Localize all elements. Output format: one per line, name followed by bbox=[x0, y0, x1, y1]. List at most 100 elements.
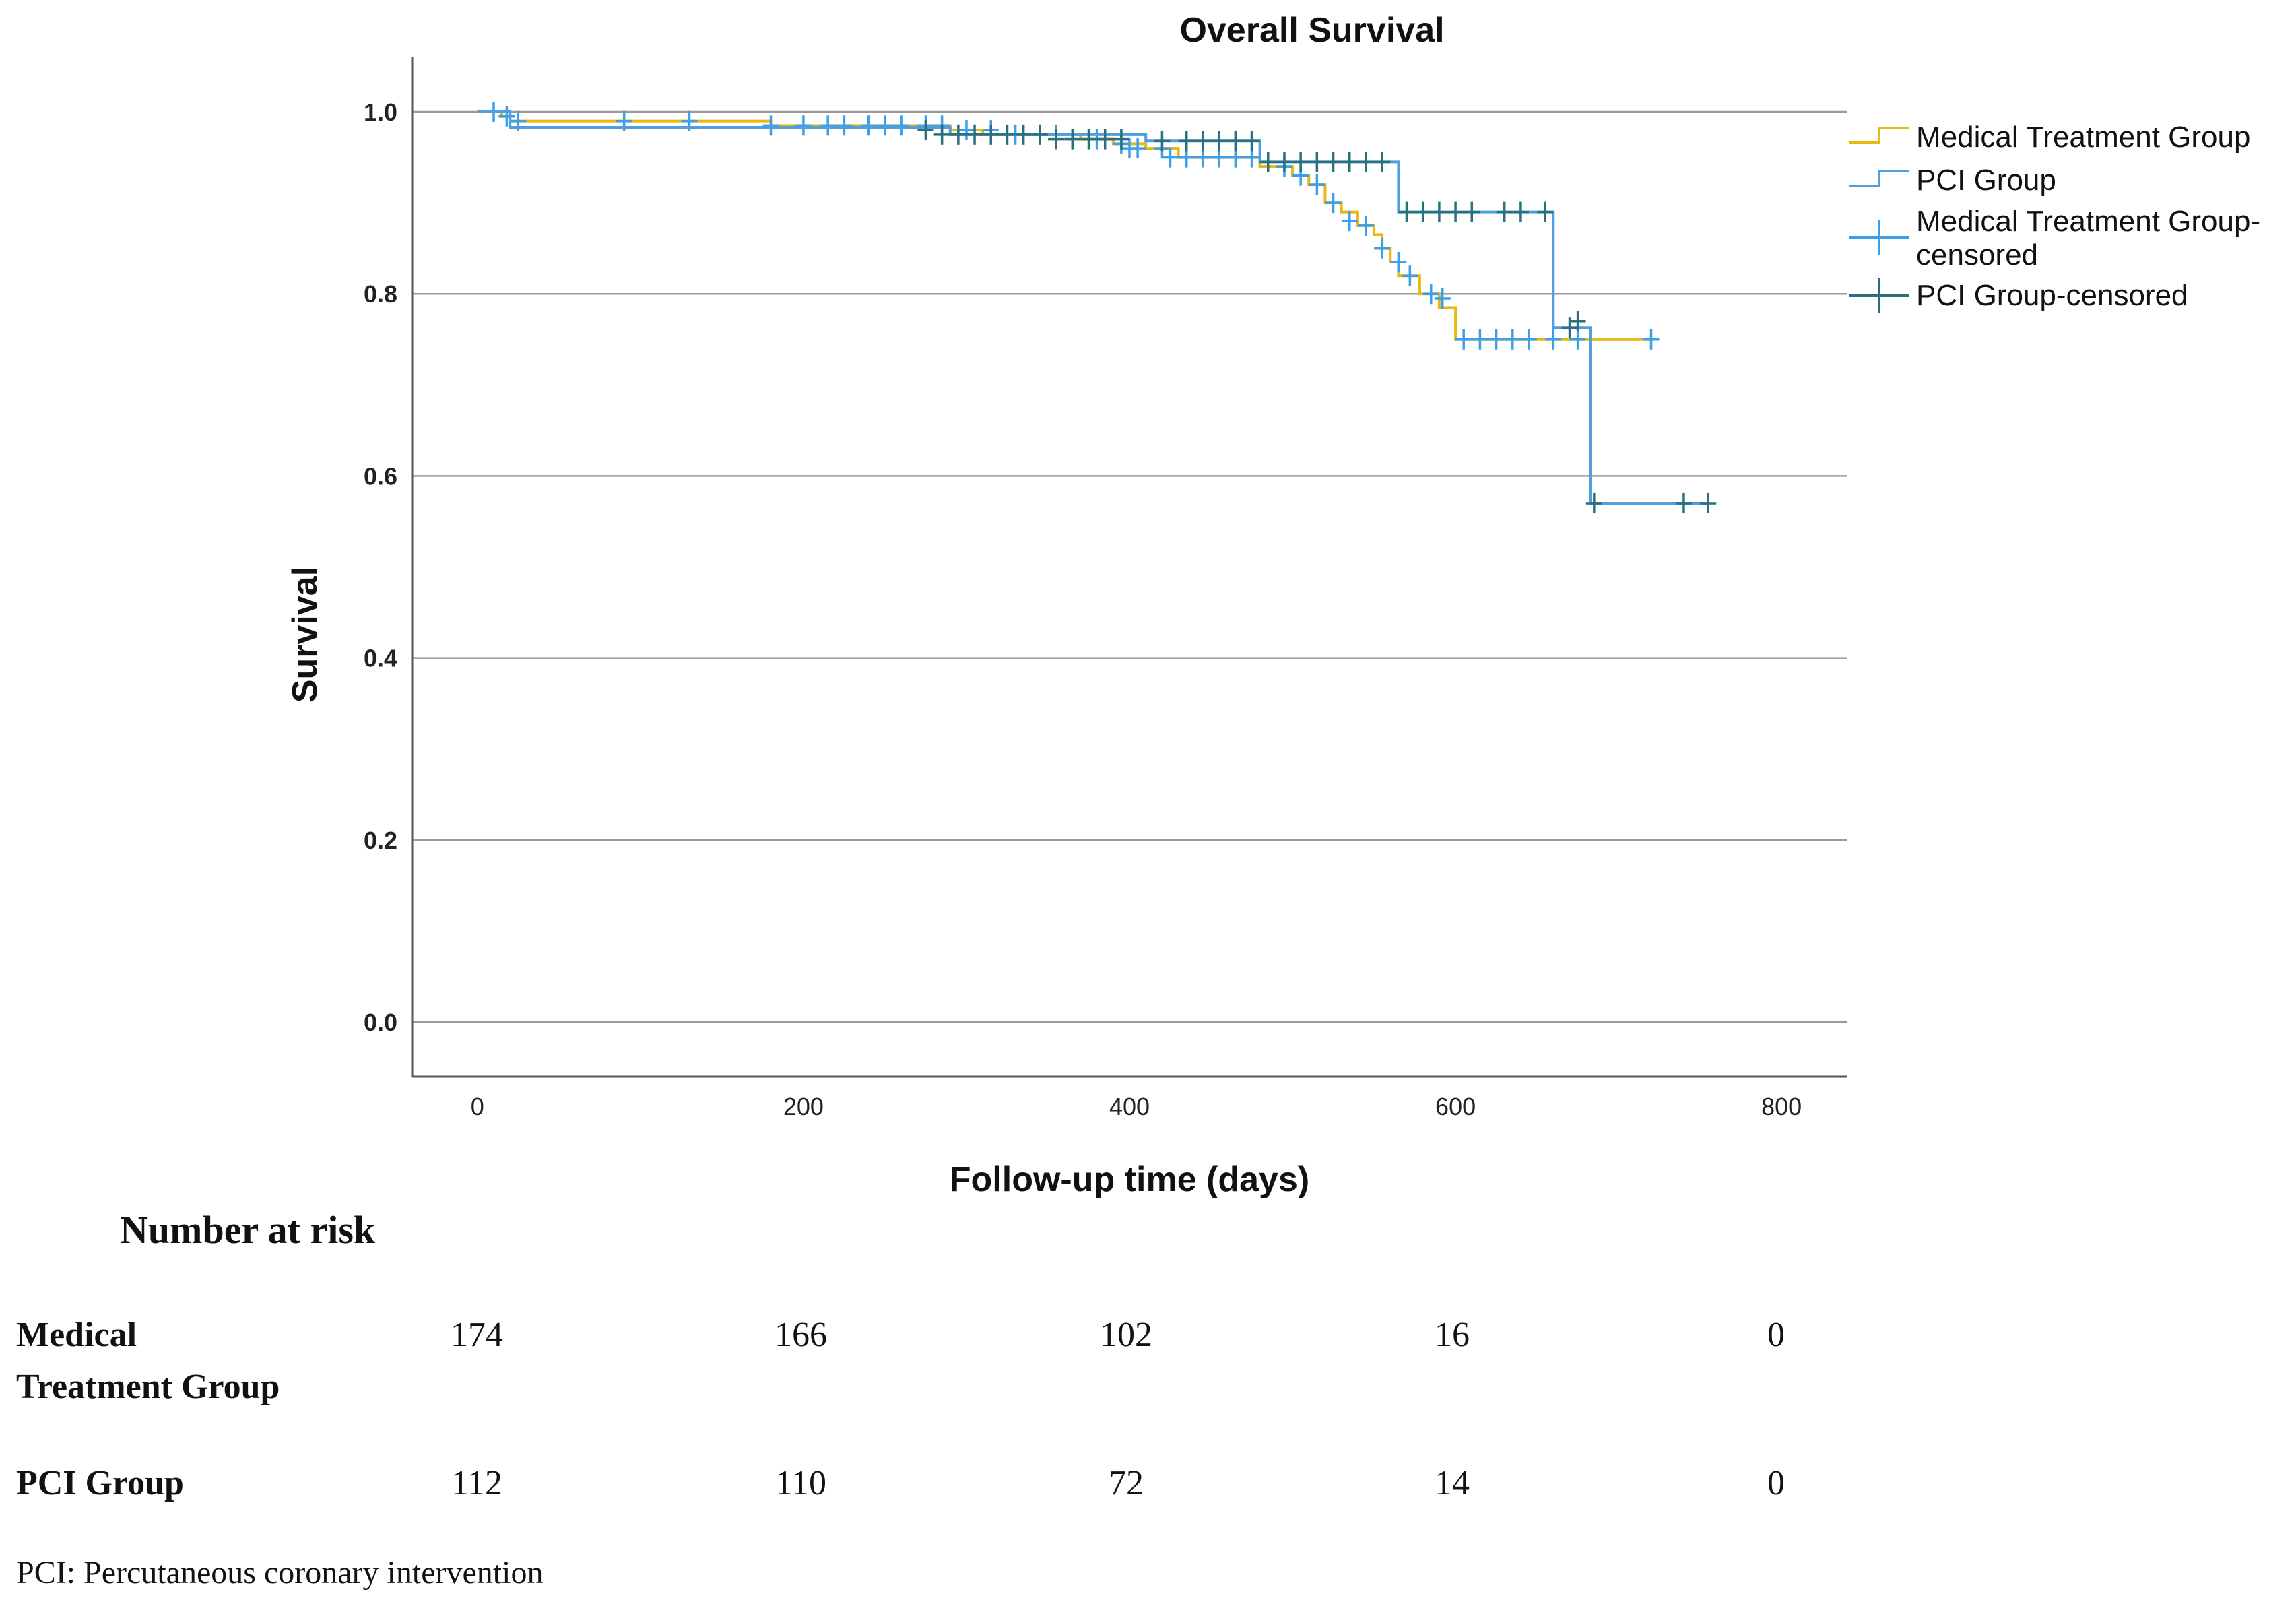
y-tick-label: 1.0 bbox=[364, 98, 397, 126]
censor-mark bbox=[1154, 131, 1171, 152]
legend: Medical Treatment Group PCI Group Medical … bbox=[1849, 121, 2260, 313]
risk-value: 166 bbox=[775, 1316, 827, 1354]
y-axis-label: Survival bbox=[286, 567, 325, 703]
chart-title: Overall Survival bbox=[1179, 11, 1444, 50]
legend-item-0: Medical Treatment Group bbox=[1849, 121, 2250, 154]
axes bbox=[411, 57, 1847, 1078]
censor-mark bbox=[1129, 138, 1146, 159]
censor-mark bbox=[1341, 152, 1358, 172]
censor-mark bbox=[1390, 251, 1407, 272]
censor-mark bbox=[836, 115, 853, 136]
censor-mark bbox=[933, 124, 950, 145]
risk-value: 112 bbox=[451, 1464, 502, 1502]
censor-mark bbox=[1675, 492, 1692, 513]
censor-mark bbox=[1496, 201, 1513, 222]
censor-mark bbox=[958, 120, 975, 141]
censor-mark bbox=[1031, 124, 1048, 145]
censor-mark bbox=[1096, 129, 1113, 150]
risk-value: 16 bbox=[1435, 1316, 1470, 1354]
censor-mark bbox=[1398, 201, 1415, 222]
censor-mark bbox=[1341, 211, 1358, 232]
risk-row-label-medical-line2: Treatment Group bbox=[16, 1368, 280, 1406]
legend-label: PCI Group-censored bbox=[1916, 279, 2188, 312]
gridlines bbox=[412, 110, 1847, 1023]
censor-mark bbox=[1488, 329, 1505, 350]
censor-mark bbox=[1325, 193, 1342, 214]
risk-table-title: Number at risk bbox=[120, 1208, 376, 1252]
censor-mark bbox=[893, 115, 910, 136]
number-at-risk-table: Number at risk Medical Treatment Group P… bbox=[16, 1208, 1785, 1502]
survival-curve bbox=[477, 110, 1651, 341]
censor-mark bbox=[1431, 201, 1447, 222]
risk-row-label-pci: PCI Group bbox=[16, 1464, 184, 1502]
censor-mark bbox=[1472, 329, 1488, 350]
legend-label: Medical Treatment Group bbox=[1916, 121, 2250, 154]
censor-mark bbox=[1402, 265, 1418, 286]
risk-value: 110 bbox=[775, 1464, 826, 1502]
y-tick-labels: 0.0 0.2 0.4 0.6 0.8 1.0 bbox=[364, 98, 397, 1036]
legend-item-3: PCI Group-censored bbox=[1849, 278, 2188, 313]
risk-value: 0 bbox=[1767, 1316, 1785, 1354]
x-tick-label: 800 bbox=[1761, 1093, 1802, 1120]
censor-mark bbox=[1357, 215, 1374, 236]
legend-item-2: Medical Treatment Group-censored bbox=[1849, 205, 2260, 271]
censor-mark bbox=[1325, 152, 1342, 172]
censor-mark bbox=[1521, 329, 1538, 350]
censor-mark bbox=[1162, 147, 1179, 168]
censor-mark bbox=[1512, 201, 1529, 222]
censor-mark bbox=[1309, 174, 1325, 195]
censor-mark bbox=[1064, 129, 1081, 150]
censor-mark bbox=[1374, 152, 1391, 172]
censor-mark bbox=[966, 124, 983, 145]
legend-swatch bbox=[1849, 170, 1909, 187]
risk-value: 14 bbox=[1435, 1464, 1470, 1502]
censor-mark bbox=[950, 124, 966, 145]
censor-mark bbox=[983, 124, 999, 145]
y-tick-label: 0.6 bbox=[364, 462, 397, 490]
risk-value: 72 bbox=[1109, 1464, 1144, 1502]
legend-label: censored bbox=[1916, 238, 2038, 271]
x-tick-label: 0 bbox=[471, 1093, 484, 1120]
x-tick-labels: 0 200 400 600 800 bbox=[471, 1093, 1802, 1120]
censor-mark bbox=[1178, 131, 1195, 152]
censor-mark bbox=[1113, 129, 1129, 150]
y-tick-label: 0.0 bbox=[364, 1009, 397, 1036]
censor-mark bbox=[1048, 129, 1065, 150]
y-tick-label: 0.8 bbox=[364, 280, 397, 308]
censor-mark bbox=[860, 115, 877, 136]
risk-value: 102 bbox=[1100, 1316, 1152, 1354]
censor-mark bbox=[1434, 288, 1451, 309]
censor-mark bbox=[1194, 131, 1211, 152]
x-tick-label: 200 bbox=[783, 1093, 824, 1120]
censor-mark bbox=[820, 115, 837, 136]
risk-value: 0 bbox=[1767, 1464, 1785, 1502]
censor-mark bbox=[1276, 152, 1292, 172]
censor-mark bbox=[876, 115, 893, 136]
risk-row-label-medical-line1: Medical bbox=[16, 1316, 137, 1354]
survival-curve bbox=[477, 110, 1709, 505]
legend-label: PCI Group bbox=[1916, 164, 2056, 197]
censor-mark bbox=[999, 124, 1016, 145]
legend-label: Medical Treatment Group- bbox=[1916, 205, 2260, 238]
footnote: PCI: Percutaneous coronary intervention bbox=[16, 1555, 543, 1591]
risk-value: 174 bbox=[451, 1316, 503, 1354]
censor-mark bbox=[1455, 329, 1472, 350]
censor-mark bbox=[1643, 329, 1660, 350]
censor-mark bbox=[1309, 152, 1325, 172]
censor-mark bbox=[1015, 124, 1032, 145]
censor-mark bbox=[1080, 129, 1097, 150]
censor-mark bbox=[1569, 311, 1586, 331]
censor-mark bbox=[1700, 492, 1717, 513]
censor-mark bbox=[1561, 317, 1578, 338]
censor-mark bbox=[917, 120, 934, 141]
censor-mark bbox=[1537, 201, 1554, 222]
series-layer bbox=[477, 102, 1717, 513]
x-tick-label: 400 bbox=[1109, 1093, 1150, 1120]
y-tick-label: 0.2 bbox=[364, 827, 397, 854]
censor-mark bbox=[1422, 284, 1439, 305]
censor-mark bbox=[1292, 152, 1309, 172]
y-tick-label: 0.4 bbox=[364, 645, 397, 672]
censor-mark bbox=[1374, 238, 1391, 259]
series-1 bbox=[477, 110, 1717, 513]
